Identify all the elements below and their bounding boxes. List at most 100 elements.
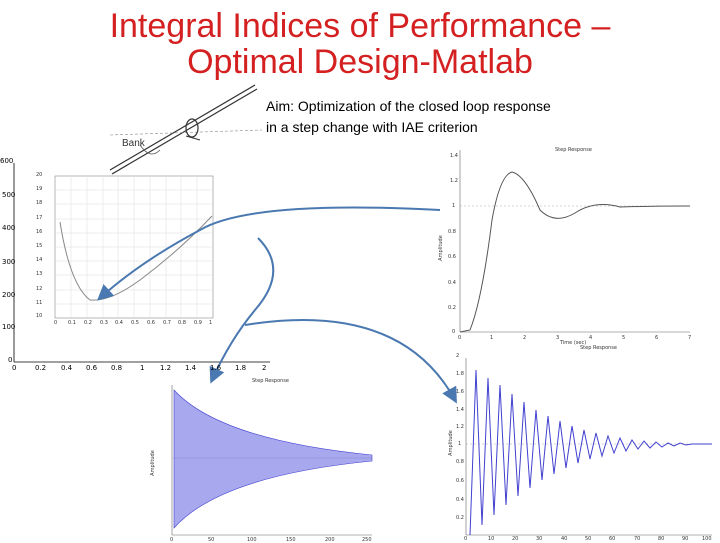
arrow-to-lower-left [209, 237, 275, 384]
lower-right-x-tick: 90 [682, 536, 689, 542]
lower-right-x-tick: 0 [464, 536, 468, 542]
lower-right-chart-frame [465, 358, 712, 536]
step-response-curve [459, 171, 691, 333]
lower-right-x-tick: 20 [512, 536, 519, 542]
step-chart-xlabel: Time (sec) [560, 340, 587, 346]
step-x-tick: 6 [655, 335, 659, 341]
step-y-tick: 0.4 [448, 280, 456, 286]
big-x-tick: 1.8 [235, 364, 247, 372]
lower-right-x-tick: 100 [702, 536, 712, 542]
big-x-tick: 2 [262, 364, 267, 372]
inset-y-tick: 10 [36, 313, 43, 319]
lower-left-chart-frame [171, 385, 373, 536]
step-x-tick: 4 [589, 335, 593, 341]
step-chart-frame [459, 150, 691, 333]
big-y-tick: 400 [2, 224, 16, 232]
aim-line1: Aim: Optimization of the closed loop res… [266, 98, 551, 114]
lower-right-y-tick: 1 [458, 441, 462, 447]
lower-left-x-tick: 100 [247, 537, 257, 543]
slide-title: Integral Indices of Performance – Optima… [0, 8, 720, 80]
lower-right-x-tick: 80 [658, 536, 665, 542]
lower-left-x-tick: 150 [286, 537, 296, 543]
inset-y-tick: 13 [36, 271, 43, 277]
lower-right-x-tick: 10 [488, 536, 495, 542]
aim-text: Aim: Optimization of the closed loop res… [266, 96, 646, 138]
inset-x-tick: 0.9 [194, 320, 202, 326]
step-y-tick: 1.2 [450, 178, 458, 184]
inset-chart-frame [54, 175, 214, 319]
lower-right-y-tick: 1.4 [456, 407, 464, 413]
inset-y-tick: 18 [36, 200, 43, 206]
lower-left-ylabel: Amplitude [149, 450, 156, 476]
step-y-tick: 0.6 [448, 254, 456, 260]
step-x-tick: 3 [556, 335, 560, 341]
inset-x-tick: 1 [209, 320, 213, 326]
big-x-tick: 1 [140, 364, 145, 372]
step-x-tick: 2 [523, 335, 527, 341]
lower-right-x-tick: 40 [561, 536, 568, 542]
inset-x-tick: 0.1 [68, 320, 76, 326]
step-y-tick: 0.8 [448, 229, 456, 235]
lower-left-x-tick: 200 [325, 537, 335, 543]
inset-x-tick: 0.3 [100, 320, 108, 326]
arrow-to-inset-minimum [97, 206, 441, 301]
aim-line2: in a step change with IAE criterion [266, 119, 478, 135]
big-x-tick: 1.6 [210, 364, 222, 372]
slide-title-line2: Optimal Design-Matlab [187, 43, 533, 81]
slide-title-line1: Integral Indices of Performance – [109, 7, 611, 45]
inset-y-tick: 16 [36, 229, 43, 235]
big-y-tick: 300 [2, 258, 16, 266]
step-y-tick: 0 [452, 329, 456, 335]
inset-y-tick: 20 [36, 172, 43, 178]
lower-right-x-tick: 60 [609, 536, 616, 542]
lower-right-x-tick: 50 [585, 536, 592, 542]
big-x-tick: 0.4 [61, 364, 73, 372]
lower-left-title: Step Response [252, 378, 289, 384]
inset-x-tick: 0.5 [131, 320, 139, 326]
inset-x-tick: 0.4 [115, 320, 123, 326]
big-y-tick: 500 [2, 191, 16, 199]
lower-left-x-tick: 0 [170, 537, 174, 543]
big-x-tick: 1.4 [185, 364, 197, 372]
inset-y-tick: 17 [36, 215, 43, 221]
step-y-tick: 0.2 [448, 305, 456, 311]
lower-right-ylabel: Amplitude [447, 430, 454, 456]
inset-y-tick: 12 [36, 286, 43, 292]
big-y-tick: 600 [0, 157, 14, 165]
big-x-tick: 0.8 [111, 364, 123, 372]
lower-right-y-tick: 0.2 [456, 515, 464, 521]
lower-right-y-tick: 1.8 [456, 371, 464, 377]
inset-y-tick: 11 [36, 300, 43, 306]
inset-y-tick: 14 [36, 257, 43, 263]
lower-right-x-tick: 30 [536, 536, 543, 542]
step-x-tick: 5 [622, 335, 626, 341]
big-x-tick: 1.2 [160, 364, 172, 372]
inset-y-tick: 19 [36, 186, 43, 192]
big-x-tick: 0.6 [86, 364, 98, 372]
lower-right-title: Step Response [580, 345, 617, 351]
big-chart-frame [13, 163, 270, 363]
inset-x-tick: 0 [54, 320, 58, 326]
airplane-bank-icon [109, 84, 263, 175]
big-x-tick: 0 [12, 364, 17, 372]
step-x-tick: 0 [458, 335, 462, 341]
lower-right-y-tick: 2 [456, 353, 460, 359]
inset-x-tick: 0.7 [163, 320, 171, 326]
inset-x-tick: 0.6 [147, 320, 155, 326]
lower-right-y-tick: 1.2 [456, 424, 464, 430]
inset-x-tick: 0.8 [178, 320, 186, 326]
lower-right-response [469, 369, 712, 536]
inset-y-tick: 15 [36, 243, 43, 249]
lower-right-y-tick: 0.6 [456, 478, 464, 484]
lower-right-y-tick: 0.8 [456, 459, 464, 465]
step-chart-ylabel: Amplitude [437, 235, 444, 261]
lower-left-x-tick: 250 [362, 537, 372, 543]
step-chart-title: Step Response [555, 147, 592, 153]
annotation-arrows [97, 206, 457, 404]
step-x-tick: 7 [688, 335, 692, 341]
step-y-tick: 1.4 [450, 153, 458, 159]
lower-left-envelope [173, 389, 373, 529]
big-x-tick: 0.2 [35, 364, 47, 372]
big-y-tick: 100 [2, 323, 16, 331]
lower-left-x-tick: 50 [208, 537, 215, 543]
